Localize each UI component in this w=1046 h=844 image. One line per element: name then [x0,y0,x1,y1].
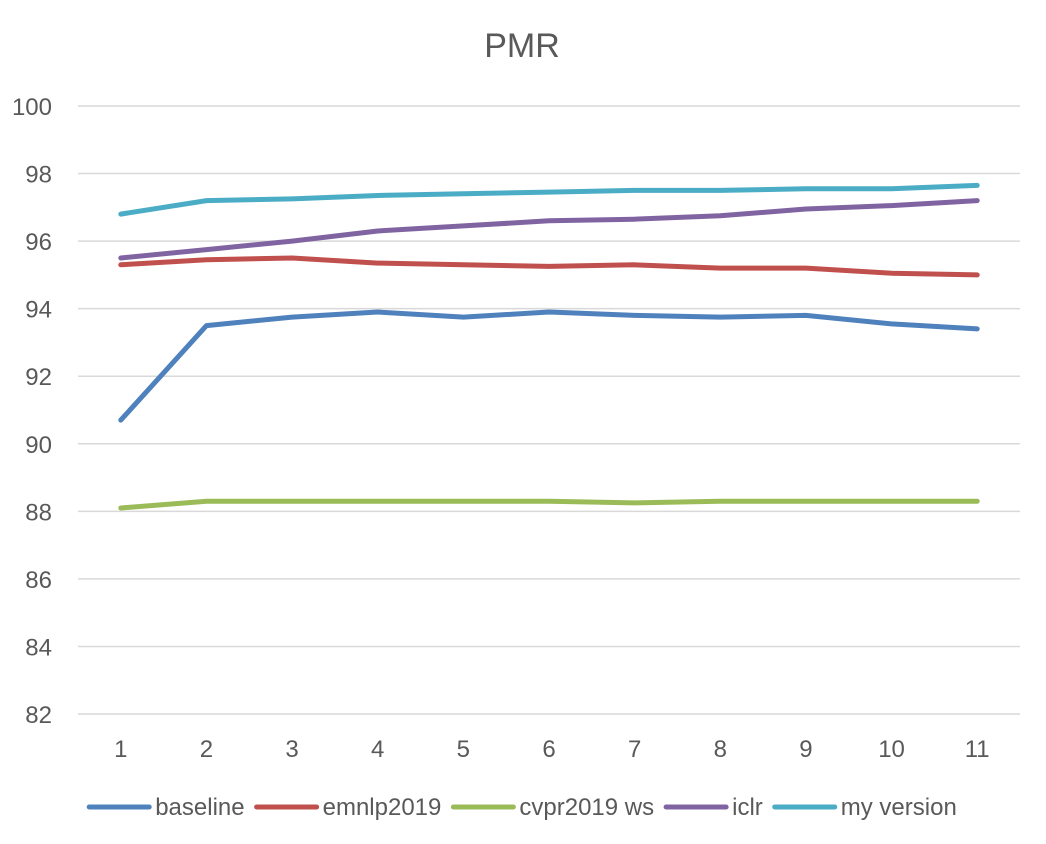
x-tick-label: 8 [714,736,727,763]
y-axis-ticks: 82 84 86 88 90 92 94 96 98 100 [12,94,52,729]
gridlines [78,105,1020,715]
series-line-cvpr2019-ws [118,498,980,511]
legend-label: iclr [732,794,763,821]
x-tick-label: 7 [628,736,641,763]
legend-item: cvpr2019 ws [450,794,654,821]
y-tick-label: 90 [25,432,52,459]
x-tick-label: 10 [878,736,905,763]
legend-item: my version [772,794,957,821]
x-tick-label: 11 [965,736,990,763]
legend-label: my version [841,794,957,821]
x-tick-label: 6 [542,736,555,763]
y-tick-label: 98 [25,162,52,189]
chart-title: PMR [484,27,560,65]
legend-label: cvpr2019 ws [519,794,654,821]
series-line-baseline [118,309,980,423]
series-lines [118,182,980,511]
y-tick-label: 96 [25,229,52,256]
x-tick-label: 9 [799,736,812,763]
series-line-emnlp2019 [118,255,980,278]
y-tick-label: 82 [25,702,52,729]
legend-item: iclr [663,794,763,821]
legend-label: baseline [155,794,244,821]
legend-item: emnlp2019 [254,794,442,821]
y-tick-label: 86 [25,567,52,594]
x-tick-label: 1 [114,736,127,763]
series-line-iclr [118,198,980,261]
x-tick-label: 2 [200,736,213,763]
y-tick-label: 100 [12,94,52,121]
y-tick-label: 84 [25,634,52,661]
x-tick-label: 3 [285,736,298,763]
legend: baseline emnlp2019 cvpr2019 ws iclr my versi… [86,794,957,821]
y-tick-label: 94 [25,297,52,324]
series-line-my-version [118,182,980,217]
x-tick-label: 5 [457,736,470,763]
x-tick-label: 4 [371,736,384,763]
y-tick-label: 92 [25,364,52,391]
x-axis-ticks: 1 2 3 4 5 6 7 8 9 10 11 [114,736,990,763]
legend-label: emnlp2019 [323,794,442,821]
legend-item: baseline [86,794,245,821]
y-tick-label: 88 [25,499,52,526]
